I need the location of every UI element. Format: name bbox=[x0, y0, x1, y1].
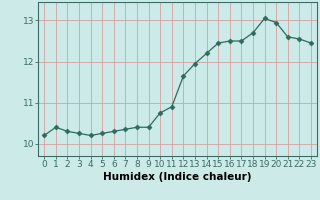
X-axis label: Humidex (Indice chaleur): Humidex (Indice chaleur) bbox=[103, 172, 252, 182]
